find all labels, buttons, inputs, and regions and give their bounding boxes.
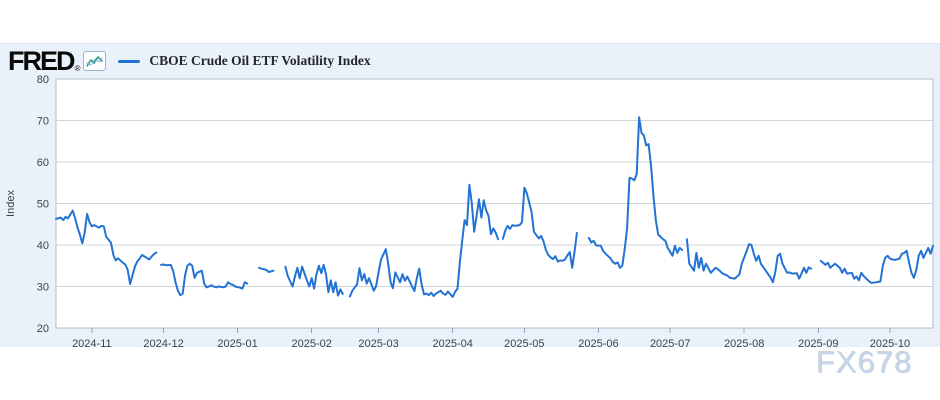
series-line-segment-1 xyxy=(160,262,249,297)
x-tick-label-2024-12: 2024-12 xyxy=(143,338,183,348)
y-tick-label-70: 70 xyxy=(37,116,49,128)
x-tick-label-2025-04: 2025-04 xyxy=(432,338,472,348)
watermark-fx678: FX678 xyxy=(816,345,913,380)
x-tick-label-2025-07: 2025-07 xyxy=(650,338,690,348)
x-tick-label-2025-01: 2025-01 xyxy=(217,338,257,348)
y-tick-label-50: 50 xyxy=(37,199,49,211)
x-tick-label-2025-03: 2025-03 xyxy=(358,338,398,348)
y-tick-label-60: 60 xyxy=(37,157,49,169)
series-line-segment-8 xyxy=(819,244,934,284)
x-tick-label-2025-08: 2025-08 xyxy=(724,338,764,348)
fred-chart-icon xyxy=(83,51,107,71)
y-tick-label-80: 80 xyxy=(37,74,49,86)
series-line-segment-4 xyxy=(348,183,500,298)
fred-logo-registered-mark: ® xyxy=(74,64,81,73)
volatility-line-chart[interactable]: 20 30 40 50 60 70 80 Index 2024-11 2024-12 2025-01… xyxy=(0,44,940,348)
y-tick-label-30: 30 xyxy=(37,282,49,294)
chart-container: FRED ® CBOE Crude Oil ETF Volatility Ind… xyxy=(0,43,940,348)
series-line-segment-5 xyxy=(501,186,578,269)
x-tick-label-2025-09: 2025-09 xyxy=(798,338,838,348)
x-tick-label-2025-10: 2025-10 xyxy=(870,338,910,348)
x-tick-label-2025-02: 2025-02 xyxy=(292,338,332,348)
x-tick-label-2025-05: 2025-05 xyxy=(504,338,544,348)
legend-line-marker xyxy=(118,59,141,63)
y-tick-label-20: 20 xyxy=(37,323,49,335)
series-line-segment-6 xyxy=(587,116,684,269)
series-line-segment-3 xyxy=(284,263,344,297)
chart-header: FRED ® CBOE Crude Oil ETF Volatility Ind… xyxy=(8,45,371,76)
x-tick-label-2025-06: 2025-06 xyxy=(578,338,618,348)
legend-series-label: CBOE Crude Oil ETF Volatility Index xyxy=(149,53,371,68)
fred-logo[interactable]: FRED xyxy=(8,45,75,76)
x-tick-label-2024-11: 2024-11 xyxy=(72,338,112,348)
series-line-segment-0 xyxy=(55,209,158,285)
series-line-segment-2 xyxy=(258,266,275,273)
y-tick-label-40: 40 xyxy=(37,240,49,252)
series-line-segment-7 xyxy=(685,238,813,284)
y-axis-title: Index xyxy=(5,190,17,217)
